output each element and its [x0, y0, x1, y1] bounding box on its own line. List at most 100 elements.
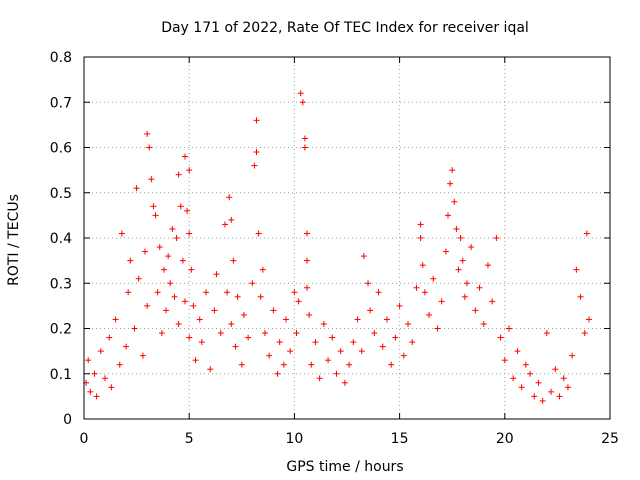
data-point [518, 384, 525, 391]
data-point [548, 388, 555, 395]
data-point [304, 230, 311, 237]
data-point [405, 320, 412, 327]
data-point [280, 361, 287, 368]
data-point [160, 266, 167, 273]
data-point [261, 330, 268, 337]
data-point [484, 262, 491, 269]
data-point [287, 348, 294, 355]
data-point [308, 361, 315, 368]
data-point [325, 357, 332, 364]
data-point [472, 307, 479, 314]
data-point [388, 361, 395, 368]
data-point [333, 370, 340, 377]
x-tick-label: 15 [391, 431, 409, 447]
data-point [253, 117, 260, 124]
data-point [146, 144, 153, 151]
data-point [213, 271, 220, 278]
data-point [116, 361, 123, 368]
data-point [383, 316, 390, 323]
data-point [560, 375, 567, 382]
data-point [459, 257, 466, 264]
data-point [535, 379, 542, 386]
data-point [181, 153, 188, 160]
data-point [409, 339, 416, 346]
data-point [350, 339, 357, 346]
data-point [577, 293, 584, 300]
data-point [573, 266, 580, 273]
data-point [421, 289, 428, 296]
x-axis-label: GPS time / hours [286, 459, 403, 475]
y-tick-label: 0.2 [50, 322, 72, 338]
data-point [527, 370, 534, 377]
data-point [531, 393, 538, 400]
data-point [569, 352, 576, 359]
y-tick-label: 0.4 [50, 231, 72, 247]
data-point [367, 307, 374, 314]
y-tick-label: 0.1 [50, 367, 72, 383]
data-point [476, 284, 483, 291]
data-point [203, 289, 210, 296]
data-point [434, 325, 441, 332]
data-point [581, 330, 588, 337]
data-point [304, 284, 311, 291]
data-point [186, 230, 193, 237]
data-point [234, 293, 241, 300]
data-point [413, 284, 420, 291]
data-point [480, 320, 487, 327]
data-point [175, 171, 182, 178]
data-point [108, 384, 115, 391]
data-point [316, 375, 323, 382]
data-point [167, 280, 174, 287]
data-point [85, 357, 92, 364]
data-point [497, 334, 504, 341]
data-point [506, 325, 513, 332]
data-point [217, 330, 224, 337]
data-point [301, 135, 308, 142]
data-point [543, 330, 550, 337]
data-point [144, 302, 151, 309]
data-point [455, 266, 462, 273]
data-point [501, 357, 508, 364]
data-point [211, 307, 218, 314]
x-tick-label: 0 [80, 431, 89, 447]
data-point [232, 343, 239, 350]
data-point [447, 180, 454, 187]
data-point [106, 334, 113, 341]
data-point [341, 379, 348, 386]
data-point [417, 221, 424, 228]
data-point [144, 130, 151, 137]
tick-labels: 0 5 10 15 20 25 0 0.1 0.2 0.3 0.4 0.5 0.6 0.7 0.8 [50, 50, 619, 447]
data-point [228, 320, 235, 327]
y-tick-label: 0.6 [50, 141, 72, 157]
data-point [457, 235, 464, 241]
data-point [238, 361, 245, 368]
data-point [293, 330, 300, 337]
y-tick-label: 0.3 [50, 276, 72, 292]
data-point [93, 393, 100, 400]
data-point [442, 248, 449, 255]
gridlines [84, 57, 610, 419]
data-point [152, 212, 159, 219]
data-point [186, 167, 193, 174]
data-point [585, 316, 592, 323]
data-point [240, 311, 247, 318]
data-point [142, 248, 149, 255]
data-point [417, 235, 424, 241]
data-point [179, 257, 186, 264]
data-point [295, 298, 302, 305]
data-point [299, 99, 306, 106]
data-point [514, 348, 521, 355]
data-point [396, 302, 403, 309]
data-point [419, 262, 426, 269]
data-point [358, 348, 365, 355]
data-points [83, 90, 592, 404]
data-point [175, 320, 182, 327]
data-point [173, 235, 180, 241]
data-point [291, 289, 298, 296]
data-point [123, 343, 130, 350]
data-point [430, 275, 437, 282]
data-point [87, 388, 94, 395]
data-point [282, 316, 289, 323]
data-point [354, 316, 361, 323]
data-point [148, 176, 155, 183]
